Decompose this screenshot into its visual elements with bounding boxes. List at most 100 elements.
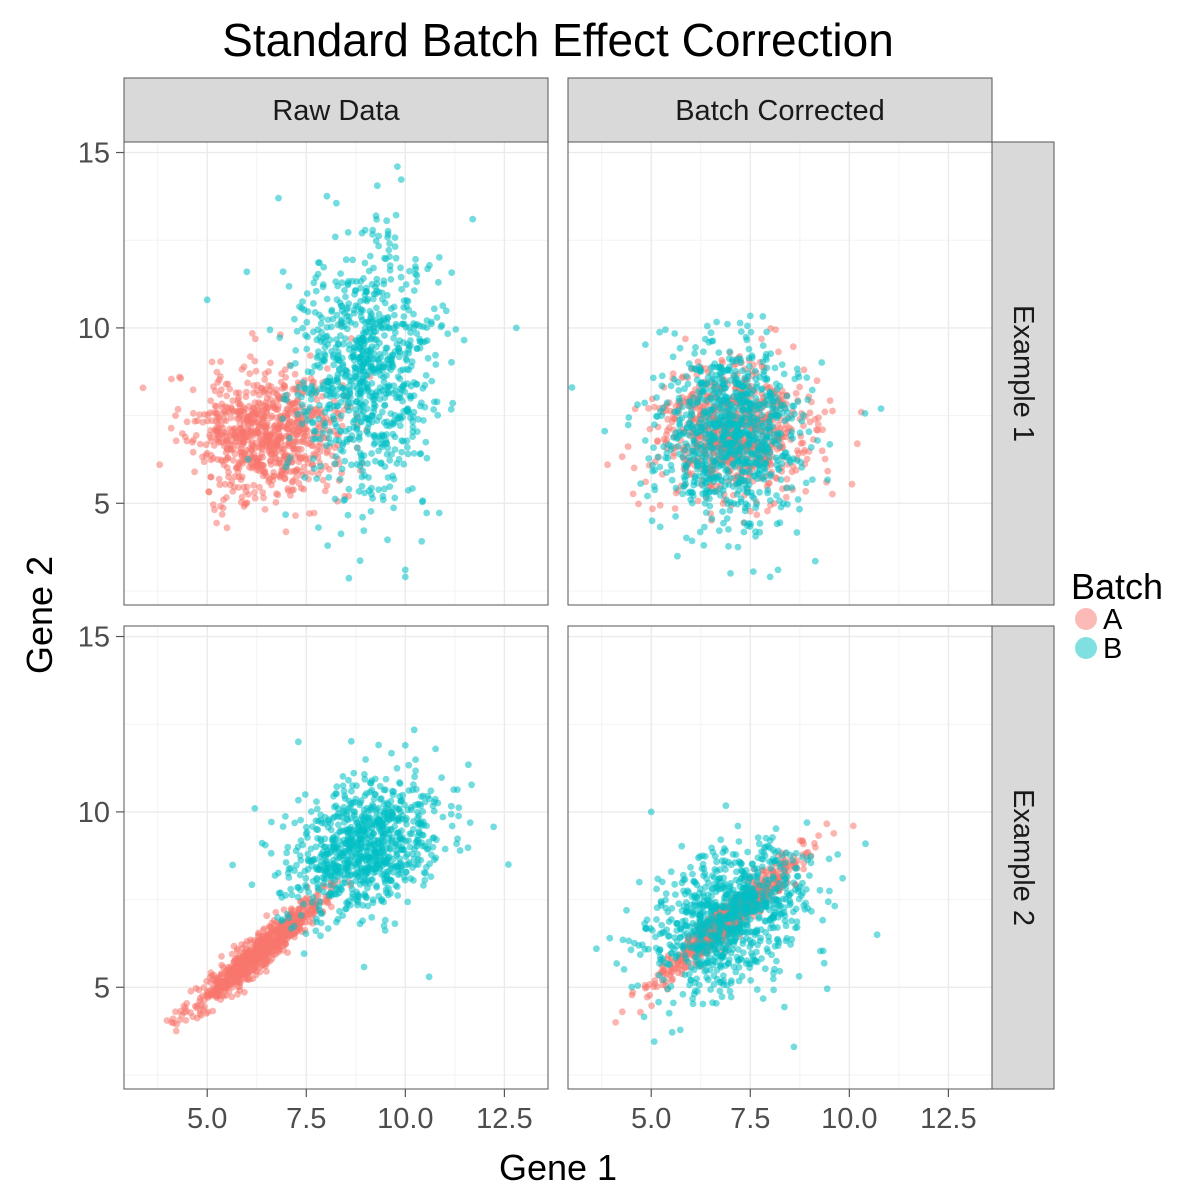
data-point-B — [656, 523, 664, 531]
data-point-B — [402, 853, 410, 861]
data-point-B — [773, 520, 781, 528]
data-point-B — [359, 467, 366, 474]
data-point-B — [388, 450, 395, 458]
data-point-B — [791, 410, 798, 418]
data-point-B — [753, 380, 761, 388]
data-point-B — [675, 394, 683, 402]
data-point-B — [332, 453, 340, 460]
data-point-B — [809, 476, 816, 483]
series-B — [568, 312, 885, 581]
data-point-B — [676, 450, 683, 458]
data-point-B — [701, 335, 709, 343]
data-point-B — [337, 270, 344, 277]
data-point-B — [405, 343, 413, 350]
data-point-B — [384, 474, 392, 481]
data-point-B — [409, 433, 416, 440]
data-point-A — [853, 440, 861, 448]
data-point-B — [409, 418, 417, 426]
data-point-A — [783, 475, 791, 483]
data-point-B — [380, 922, 388, 930]
data-point-B — [330, 361, 337, 369]
data-point-B — [713, 318, 720, 326]
data-point-B — [363, 297, 371, 305]
data-point-B — [783, 484, 790, 492]
data-point-A — [253, 952, 261, 960]
data-point-B — [396, 391, 404, 399]
data-point-B — [401, 876, 409, 884]
data-point-B — [424, 845, 432, 852]
data-point-B — [311, 428, 319, 435]
data-point-B — [326, 392, 334, 400]
data-point-B — [756, 488, 763, 496]
data-point-B — [302, 384, 309, 392]
data-point-A — [649, 505, 656, 513]
data-point-A — [302, 425, 310, 433]
data-point-B — [700, 410, 707, 418]
data-point-B — [339, 392, 347, 400]
data-point-A — [275, 932, 283, 940]
data-point-B — [430, 398, 438, 406]
data-point-B — [694, 466, 701, 473]
data-point-B — [678, 403, 686, 411]
data-point-A — [247, 936, 254, 944]
data-point-B — [826, 441, 834, 448]
data-point-A — [199, 1005, 207, 1013]
data-point-B — [744, 502, 752, 510]
data-point-B — [368, 777, 376, 785]
data-point-B — [373, 417, 381, 424]
data-point-B — [719, 508, 726, 515]
data-point-B — [668, 476, 676, 484]
data-point-B — [357, 297, 364, 305]
data-point-B — [421, 876, 429, 884]
data-point-A — [237, 411, 244, 419]
data-point-B — [363, 821, 371, 829]
data-point-B — [663, 469, 670, 476]
data-point-B — [362, 893, 370, 901]
data-point-B — [359, 821, 366, 829]
data-point-B — [396, 422, 404, 430]
data-point-B — [372, 237, 380, 245]
data-point-B — [413, 837, 421, 844]
data-point-A — [213, 368, 221, 376]
data-point-B — [325, 402, 332, 409]
data-point-B — [379, 295, 386, 303]
data-point-A — [280, 382, 288, 389]
data-point-A — [774, 421, 782, 429]
data-point-B — [329, 315, 337, 323]
data-point-B — [323, 295, 331, 303]
data-point-B — [434, 799, 442, 807]
data-point-A — [226, 385, 234, 393]
data-point-B — [763, 328, 770, 336]
data-point-B — [387, 846, 394, 853]
panel-raw-data-example-2 — [123, 625, 549, 1090]
data-point-B — [746, 415, 754, 422]
data-point-B — [384, 227, 392, 235]
data-point-A — [815, 414, 822, 422]
data-point-B — [707, 395, 715, 403]
data-point-B — [377, 459, 385, 467]
data-point-A — [265, 478, 272, 485]
data-point-B — [395, 841, 402, 849]
data-point-B — [344, 827, 351, 835]
data-point-A — [265, 923, 273, 930]
data-point-B — [811, 557, 819, 565]
data-point-B — [673, 435, 681, 442]
data-point-B — [679, 430, 687, 438]
data-point-A — [213, 519, 220, 527]
data-point-B — [384, 383, 392, 391]
data-point-B — [331, 803, 338, 811]
data-point-B — [624, 421, 632, 429]
data-point-B — [738, 415, 746, 423]
data-point-A — [269, 430, 277, 438]
data-point-B — [303, 318, 311, 326]
data-point-B — [373, 884, 381, 891]
data-point-B — [283, 910, 291, 918]
data-point-A — [645, 405, 652, 412]
data-point-B — [409, 413, 417, 421]
data-point-B — [317, 462, 324, 470]
data-point-B — [353, 830, 361, 838]
data-point-A — [244, 379, 251, 387]
data-point-A — [261, 506, 269, 513]
data-point-B — [339, 912, 347, 919]
data-point-B — [331, 460, 339, 468]
